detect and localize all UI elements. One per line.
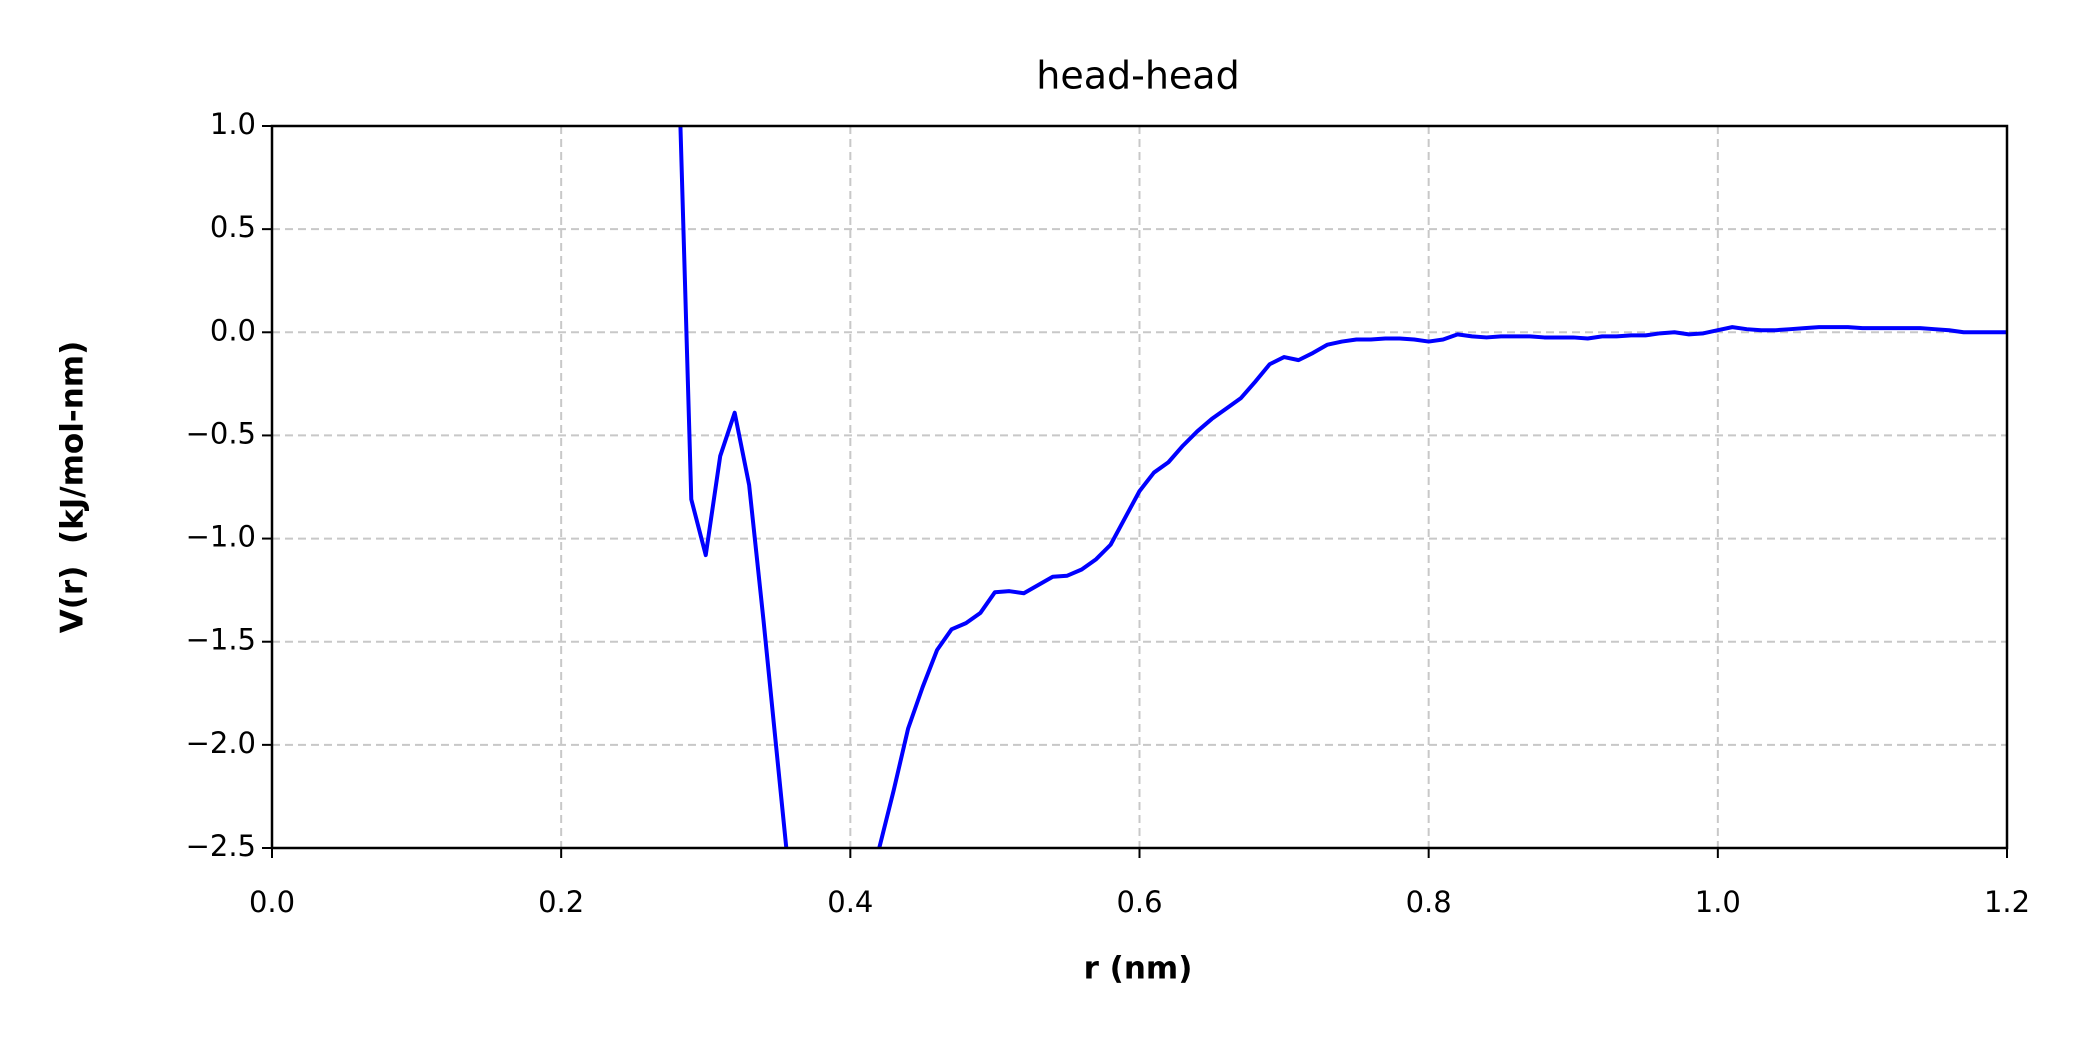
y-tick-label: 0.0 bbox=[210, 313, 256, 347]
x-tick-label: 0.4 bbox=[827, 885, 873, 919]
x-tick-label: 0.6 bbox=[1116, 885, 1162, 919]
y-tick-label: 0.5 bbox=[210, 210, 256, 244]
y-tick-label: −0.5 bbox=[186, 416, 256, 450]
x-tick-label: 1.2 bbox=[1984, 885, 2030, 919]
x-axis-label: r (nm) bbox=[1084, 951, 1193, 987]
data-line bbox=[678, 126, 2007, 848]
y-axis-label: V(r) (kJ/mol-nm) bbox=[55, 341, 91, 633]
x-tick-label: 0.0 bbox=[249, 885, 295, 919]
x-tick-label: 0.2 bbox=[538, 885, 584, 919]
y-tick-label: −2.5 bbox=[186, 829, 256, 863]
y-tick-label: −2.0 bbox=[186, 726, 256, 760]
y-tick-label: −1.5 bbox=[186, 623, 256, 657]
x-tick-label: 0.8 bbox=[1406, 885, 1452, 919]
x-tick-label: 1.0 bbox=[1695, 885, 1741, 919]
chart-title: head-head bbox=[1036, 54, 1239, 98]
y-tick-label: −1.0 bbox=[186, 520, 256, 554]
y-tick-label: 1.0 bbox=[210, 107, 256, 141]
